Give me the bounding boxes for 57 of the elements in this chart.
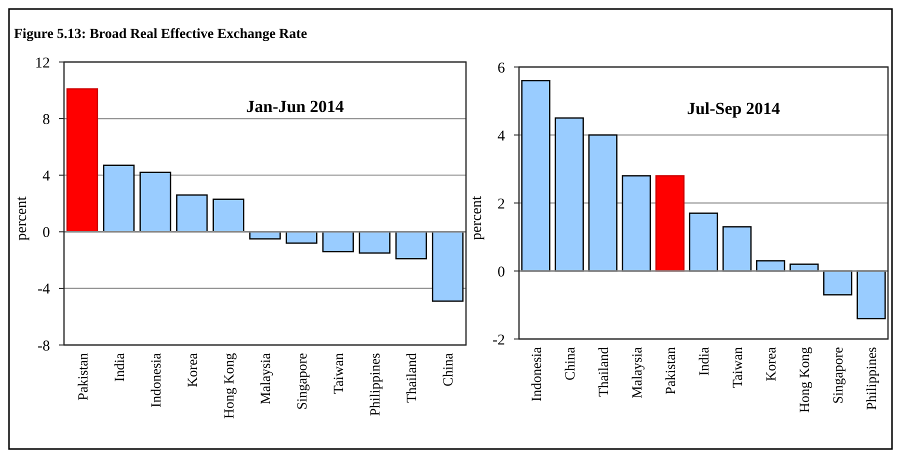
x-tick-label: China	[442, 352, 457, 386]
bar	[286, 231, 318, 244]
x-tick-label: Malaysia	[630, 346, 646, 398]
bar	[588, 134, 618, 272]
x-tick-label: Thailand	[596, 347, 612, 397]
x-tick-label: Taiwan	[731, 347, 746, 388]
x-tick-label: Hong Kong	[798, 347, 814, 413]
x-tick-label: Singapore	[296, 353, 311, 410]
y-tick-label: -2	[492, 332, 505, 348]
bar	[655, 175, 685, 272]
bar	[358, 231, 390, 254]
bar	[688, 212, 718, 272]
x-tick-label: India	[698, 346, 712, 376]
x-tick-label: Taiwan	[332, 353, 348, 394]
y-tick-label: 8	[42, 112, 50, 128]
bar	[322, 231, 354, 252]
x-tick-label: Philippines	[368, 353, 384, 416]
bar	[722, 226, 752, 272]
x-tick-label: Malaysia	[259, 352, 274, 404]
x-tick-label: Pakistan	[76, 353, 92, 400]
bar	[432, 231, 464, 302]
bar	[212, 198, 244, 232]
bar	[140, 172, 172, 232]
x-tick-label: Pakistan	[664, 347, 679, 394]
x-tick-label: Thailand	[405, 353, 420, 403]
y-tick-label: 4	[498, 128, 506, 144]
x-tick-label: Hong Kong	[222, 353, 238, 419]
bar	[521, 80, 550, 272]
y-tick-label: 6	[498, 60, 506, 76]
x-tick-label: India	[112, 352, 128, 382]
x-tick-label: Korea	[764, 346, 780, 382]
x-tick-label: Philippines	[865, 347, 880, 410]
x-tick-label: Korea	[186, 352, 201, 388]
x-tick-label: Indonesia	[530, 346, 545, 402]
y-tick-label: 2	[498, 196, 505, 212]
y-tick-label: -8	[38, 338, 50, 354]
y-tick-label: 0	[42, 225, 50, 242]
bar	[103, 164, 135, 232]
y-tick-label: 12	[35, 55, 50, 72]
y-tick-label: 0	[498, 264, 505, 280]
bar	[176, 194, 208, 232]
y-axis-title: percent	[469, 195, 485, 240]
chart-title: Figure 5.13: Broad Real Effective Exchange Rate	[14, 27, 308, 42]
x-tick-label: China	[563, 346, 578, 380]
y-tick-label: 4	[42, 168, 50, 184]
bar	[395, 231, 427, 260]
y-axis-title: percent	[14, 196, 30, 241]
text: Jul-Sep 2014	[686, 99, 781, 118]
bar	[66, 88, 98, 232]
x-tick-label: Indonesia	[149, 352, 164, 408]
x-tick-label: Singapore	[832, 347, 847, 404]
bar	[622, 175, 651, 272]
y-tick-label: -4	[38, 282, 50, 298]
bar	[554, 117, 584, 272]
bar	[856, 270, 886, 320]
bar	[823, 270, 852, 296]
text: Jan-Jun 2014	[246, 97, 344, 116]
